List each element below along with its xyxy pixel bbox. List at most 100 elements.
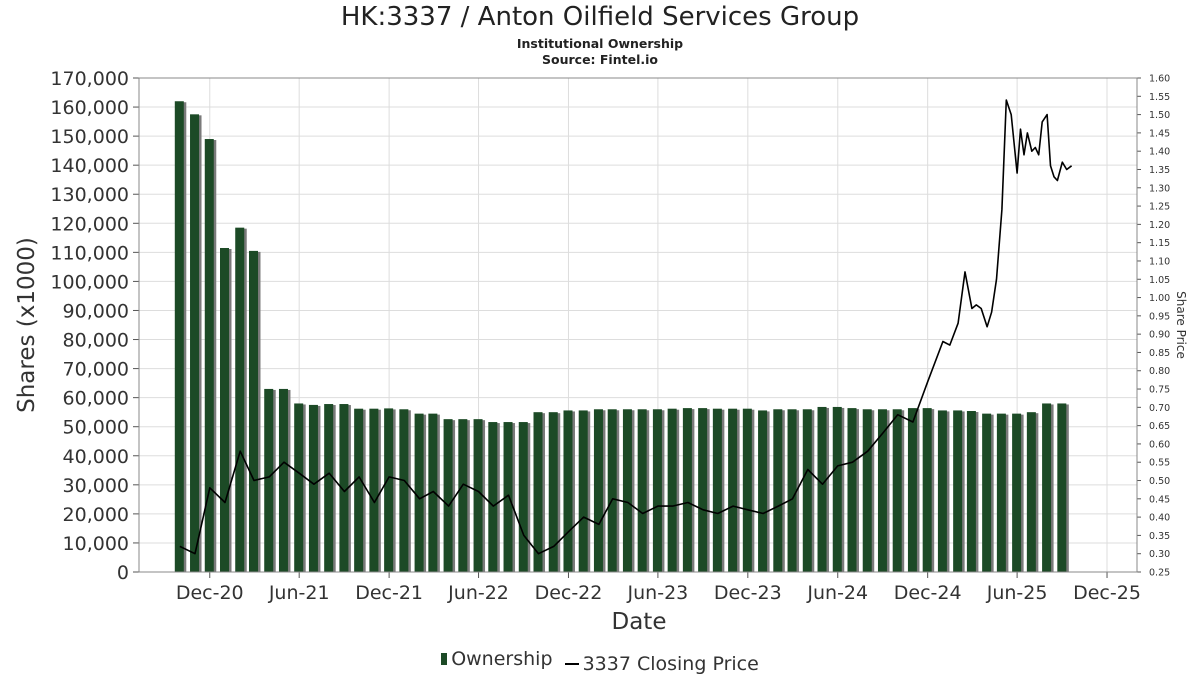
ownership-bar bbox=[892, 409, 902, 572]
ownership-bar bbox=[712, 408, 722, 572]
y-tick-label: 120,000 bbox=[50, 213, 129, 235]
ownership-bar bbox=[563, 410, 573, 572]
y2-tick-label: 1.55 bbox=[1149, 92, 1170, 103]
ownership-bar bbox=[996, 413, 1006, 572]
x-tick-label: Dec-22 bbox=[535, 582, 603, 604]
y-tick-label: 90,000 bbox=[63, 300, 129, 322]
ownership-bar bbox=[354, 408, 364, 572]
ownership-bar bbox=[428, 413, 438, 572]
ownership-bar bbox=[384, 408, 394, 572]
ownership-bar bbox=[414, 413, 424, 572]
ownership-bar bbox=[758, 410, 768, 572]
ownership-bar bbox=[1057, 403, 1067, 572]
x-tick-label: Jun-23 bbox=[627, 582, 689, 604]
x-axis-title: Date bbox=[612, 609, 667, 635]
ownership-bar bbox=[982, 413, 992, 572]
x-tick-label: Dec-23 bbox=[714, 582, 782, 604]
legend-item-closing-price: 3337 Closing Price bbox=[559, 653, 759, 675]
x-tick-label: Jun-25 bbox=[986, 582, 1048, 604]
plot-frame bbox=[138, 77, 1138, 573]
y-axis-title: Shares (x1000) bbox=[14, 237, 40, 413]
ownership-bar bbox=[399, 409, 409, 572]
ownership-bar bbox=[682, 408, 692, 572]
y-tick-label: 20,000 bbox=[63, 504, 129, 526]
y-tick-label: 50,000 bbox=[63, 417, 129, 439]
ownership-bar bbox=[578, 410, 588, 572]
ownership-bar bbox=[220, 247, 230, 572]
y-tick-label: 30,000 bbox=[63, 475, 129, 497]
legend-item-ownership: Ownership bbox=[441, 648, 553, 670]
y-tick-label: 110,000 bbox=[50, 242, 129, 264]
y2-tick-label: 0.45 bbox=[1149, 494, 1170, 505]
ownership-bar bbox=[622, 409, 632, 572]
ownership-bar bbox=[802, 409, 812, 572]
y-tick-label: 10,000 bbox=[63, 533, 129, 555]
y-tick-label: 170,000 bbox=[50, 68, 129, 90]
ownership-bar bbox=[742, 408, 752, 572]
y2-tick-label: 0.35 bbox=[1149, 531, 1170, 542]
x-tick-label: Jun-21 bbox=[268, 582, 330, 604]
ownership-bar bbox=[503, 422, 513, 572]
y2-tick-label: 0.50 bbox=[1149, 476, 1170, 487]
y2-tick-label: 0.95 bbox=[1149, 311, 1170, 322]
y-tick-label: 100,000 bbox=[50, 271, 129, 293]
y-tick-label: 140,000 bbox=[50, 155, 129, 177]
ownership-bar bbox=[862, 409, 872, 572]
ownership-chart: 0 10,000 20,000 30,000 40,000 50,000 60,000 70,… bbox=[14, 68, 1188, 635]
chart-source: Source: Fintel.io bbox=[542, 52, 658, 67]
y2-tick-label: 0.75 bbox=[1149, 385, 1170, 396]
closing-price-line bbox=[179, 99, 1073, 555]
ownership-bar bbox=[248, 250, 258, 572]
x-tick-label: Jun-24 bbox=[806, 582, 868, 604]
y-tick-label: 40,000 bbox=[63, 446, 129, 468]
y2-tick-label: 0.90 bbox=[1149, 330, 1170, 341]
ownership-bar bbox=[278, 388, 288, 572]
ownership-bar bbox=[607, 409, 617, 572]
y2-tick-label: 0.70 bbox=[1149, 403, 1170, 414]
ownership-bar bbox=[877, 409, 887, 572]
y-tick-label: 130,000 bbox=[50, 184, 129, 206]
ownership-bar bbox=[953, 410, 963, 572]
y2-tick-label: 1.30 bbox=[1149, 183, 1170, 194]
y-tick-label: 80,000 bbox=[63, 330, 129, 352]
legend-label-ownership: Ownership bbox=[451, 648, 553, 670]
y2-tick-label: 0.85 bbox=[1149, 348, 1170, 359]
ownership-bar bbox=[369, 408, 379, 572]
chart-subtitle: Institutional Ownership bbox=[516, 36, 684, 51]
ownership-bar bbox=[518, 422, 528, 572]
ownership-bar bbox=[698, 408, 708, 572]
y2-tick-label: 0.40 bbox=[1149, 513, 1170, 524]
ownership-bar bbox=[1042, 403, 1052, 572]
chart-title: HK:3337 / Anton Oilfield Services Group bbox=[340, 2, 860, 32]
ownership-bar bbox=[324, 404, 334, 572]
y2-tick-label: 1.15 bbox=[1149, 238, 1170, 249]
ownership-bar bbox=[473, 419, 483, 572]
ownership-bar bbox=[832, 406, 842, 572]
y2-tick-label: 1.60 bbox=[1149, 74, 1170, 85]
y2-tick-label: 1.20 bbox=[1149, 220, 1170, 231]
y2-tick-label: 1.50 bbox=[1149, 110, 1170, 121]
ownership-bar bbox=[817, 406, 827, 572]
ownership-bar bbox=[773, 409, 783, 572]
y-tick-label: 70,000 bbox=[63, 359, 129, 381]
y2-tick-label: 0.55 bbox=[1149, 458, 1170, 469]
legend-bar-swatch-icon bbox=[441, 653, 448, 665]
y2-tick-label: 0.65 bbox=[1149, 421, 1170, 432]
y2-tick-label: 0.25 bbox=[1149, 568, 1170, 579]
y-tick-label: 150,000 bbox=[50, 126, 129, 148]
ownership-bar bbox=[533, 412, 543, 572]
ownership-bar bbox=[339, 404, 349, 572]
ownership-bar bbox=[488, 422, 498, 572]
ownership-bar bbox=[652, 409, 662, 572]
y-tick-label: 60,000 bbox=[63, 388, 129, 410]
x-tick-label: Dec-24 bbox=[894, 582, 962, 604]
y-tick-label: 160,000 bbox=[50, 97, 129, 119]
x-tick-label: Jun-22 bbox=[447, 582, 509, 604]
ownership-bar bbox=[294, 403, 304, 572]
y2-tick-label: 1.35 bbox=[1149, 165, 1170, 176]
ownership-bar bbox=[847, 408, 857, 572]
y2-tick-label: 0.30 bbox=[1149, 549, 1170, 560]
ownership-bar bbox=[966, 411, 976, 572]
y-tick-label: 0 bbox=[117, 562, 129, 584]
ownership-bar bbox=[235, 227, 245, 572]
